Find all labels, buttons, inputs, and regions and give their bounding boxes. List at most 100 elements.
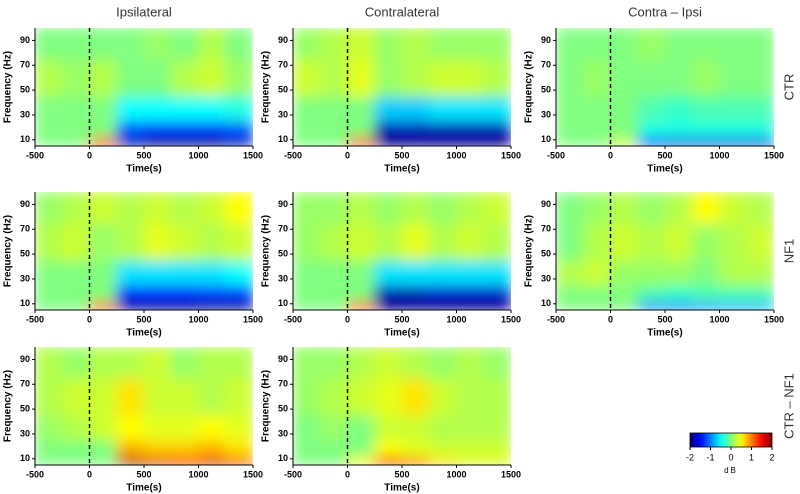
heat-cell	[610, 28, 639, 60]
x-axis-label: Time(s)	[126, 483, 161, 494]
heat-cell	[637, 300, 666, 310]
y-tick-label: 90	[20, 354, 30, 364]
x-tick-label: -500	[284, 469, 302, 479]
heat-cell	[691, 192, 720, 224]
heat-cell	[483, 414, 511, 441]
heatmap	[293, 192, 511, 310]
heat-cell	[746, 136, 774, 146]
x-tick-label: 500	[394, 150, 409, 160]
heat-cell	[293, 222, 321, 261]
column-title: Ipsilateral	[116, 4, 172, 19]
heat-cell	[170, 58, 199, 97]
heat-cell	[401, 347, 430, 379]
heat-cell	[746, 95, 774, 122]
heat-cell	[35, 439, 63, 457]
heat-cell	[637, 95, 666, 122]
y-tick-label: 10	[20, 298, 30, 308]
heat-cell	[225, 28, 253, 60]
y-tick-label: 50	[20, 248, 30, 258]
heat-cell	[347, 192, 376, 224]
heat-cell	[401, 120, 430, 138]
colorbar-tick-label: 2	[769, 452, 774, 462]
y-tick-label: 70	[278, 379, 288, 389]
heat-cell	[401, 377, 430, 416]
heat-cell	[198, 439, 227, 457]
y-tick-label: 30	[20, 428, 30, 438]
heat-cell	[319, 222, 348, 261]
heat-cell	[35, 414, 63, 441]
heat-cell	[582, 120, 611, 138]
heat-cell	[610, 300, 639, 310]
heat-cell	[198, 347, 227, 379]
heat-cell	[428, 136, 457, 146]
heat-cell	[61, 414, 90, 441]
heat-cell	[89, 377, 118, 416]
x-axis-label: Time(s)	[126, 164, 161, 175]
heat-cell	[556, 28, 584, 60]
heat-cell	[143, 300, 172, 310]
x-tick-label: 1000	[188, 314, 208, 324]
heat-cell	[293, 259, 321, 286]
heat-cell	[347, 222, 376, 261]
heat-cell	[89, 439, 118, 457]
y-tick-label: 70	[278, 60, 288, 70]
heat-cell	[89, 300, 118, 310]
y-tick-label: 50	[20, 403, 30, 413]
heat-cell	[198, 414, 227, 441]
y-tick-label: 30	[278, 428, 288, 438]
heat-cell	[319, 28, 348, 60]
heat-cell	[691, 28, 720, 60]
heat-cell	[170, 377, 199, 416]
y-tick-label: 10	[278, 453, 288, 463]
heat-cell	[89, 259, 118, 286]
heat-cell	[347, 300, 376, 310]
heat-cell	[225, 259, 253, 286]
heat-cell	[319, 136, 348, 146]
heat-cell	[746, 259, 774, 286]
x-tick-label: -500	[547, 314, 565, 324]
heat-cell	[61, 95, 90, 122]
heat-cell	[401, 28, 430, 60]
heat-cell	[143, 377, 172, 416]
heat-cell	[61, 136, 90, 146]
heat-cell	[35, 136, 63, 146]
heat-cell	[116, 259, 145, 286]
y-tick-label: 70	[541, 60, 551, 70]
heat-cell	[225, 120, 253, 138]
colorbar	[689, 432, 773, 448]
heat-cell	[719, 58, 748, 97]
heat-cell	[374, 95, 403, 122]
heatmap-cells	[35, 28, 253, 146]
heat-cell	[347, 58, 376, 97]
heat-cell	[456, 120, 485, 138]
x-tick-label: 1000	[188, 469, 208, 479]
heat-cell	[170, 192, 199, 224]
heat-cell	[456, 377, 485, 416]
heat-cell	[61, 284, 90, 302]
heat-cell	[116, 28, 145, 60]
heat-cell	[347, 347, 376, 379]
heat-cell	[198, 259, 227, 286]
heatmap	[293, 28, 511, 146]
heat-cell	[483, 284, 511, 302]
heat-cell	[637, 28, 666, 60]
x-tick-label: 0	[345, 314, 350, 324]
x-tick-label: 0	[345, 150, 350, 160]
heat-cell	[483, 259, 511, 286]
heat-cell	[116, 136, 145, 146]
heat-cell	[719, 192, 748, 224]
heat-cell	[319, 414, 348, 441]
heat-cell	[143, 222, 172, 261]
heatmap-cells	[556, 28, 774, 146]
heat-cell	[170, 120, 199, 138]
y-tick-label: 50	[541, 248, 551, 258]
heat-cell	[347, 28, 376, 60]
heat-cell	[401, 222, 430, 261]
heat-cell	[582, 136, 611, 146]
y-tick-label: 10	[278, 298, 288, 308]
heat-cell	[664, 58, 693, 97]
x-tick-label: 1000	[709, 150, 729, 160]
heat-cell	[293, 120, 321, 138]
heat-cell	[198, 284, 227, 302]
heat-cell	[293, 192, 321, 224]
